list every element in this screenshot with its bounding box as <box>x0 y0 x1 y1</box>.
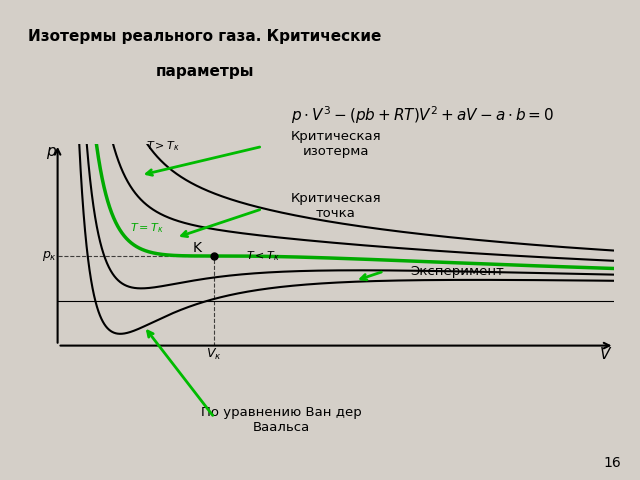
Text: Критическая
изотерма: Критическая изотерма <box>291 130 381 158</box>
Text: V: V <box>600 347 611 362</box>
Text: K: K <box>193 241 202 255</box>
Text: $T=T_\kappa$: $T=T_\kappa$ <box>130 221 163 235</box>
Text: p: p <box>46 144 56 159</box>
Text: параметры: параметры <box>156 63 254 79</box>
Text: Изотермы реального газа. Критические: Изотермы реального газа. Критические <box>28 29 381 44</box>
Text: 16: 16 <box>603 456 621 470</box>
Text: $p \cdot V^3 - (pb + RT)V^2 + aV - a \cdot b = 0$: $p \cdot V^3 - (pb + RT)V^2 + aV - a \cd… <box>291 104 554 126</box>
Text: Критическая
точка: Критическая точка <box>291 192 381 220</box>
Text: $p_\kappa$: $p_\kappa$ <box>42 249 57 263</box>
Text: $V_\kappa$: $V_\kappa$ <box>206 347 221 362</box>
Text: По уравнению Ван дер
Ваальса: По уравнению Ван дер Ваальса <box>201 406 362 434</box>
Text: $T<T_\kappa$: $T<T_\kappa$ <box>246 250 280 264</box>
Text: Эксперимент: Эксперимент <box>411 264 504 278</box>
Text: $T>T_\kappa$: $T>T_\kappa$ <box>146 139 179 153</box>
